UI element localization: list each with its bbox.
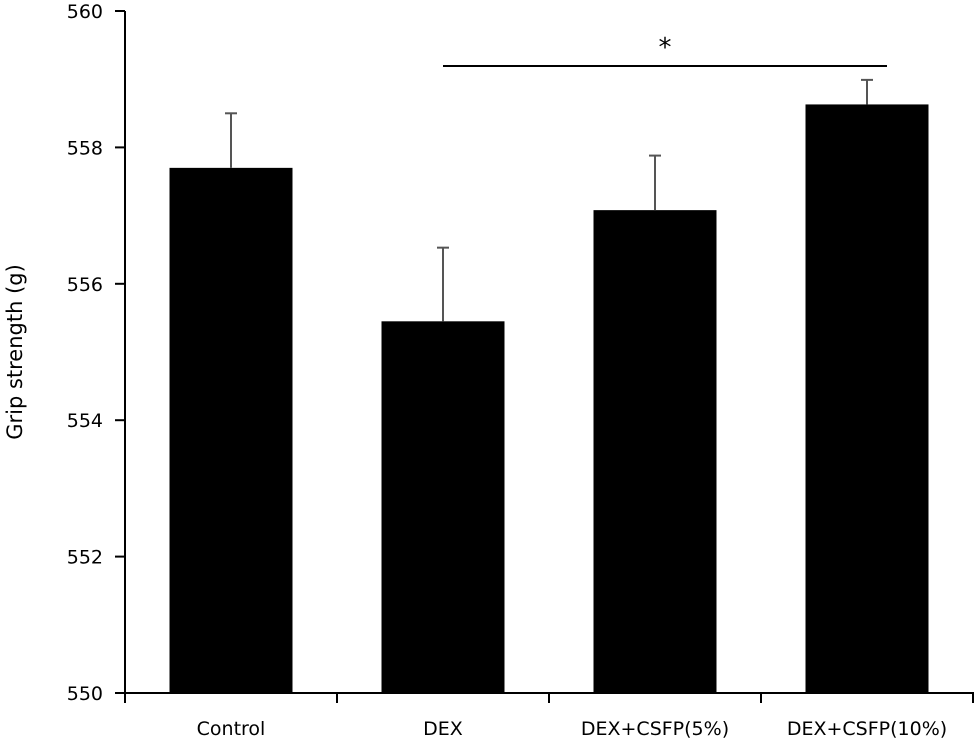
y-tick-label: 554 <box>67 410 103 432</box>
y-axis-label: Grip strength (g) <box>3 264 27 440</box>
x-tick-label: Control <box>197 718 266 740</box>
y-tick-label: 556 <box>67 274 103 296</box>
significance-asterisk: * <box>659 33 672 63</box>
bar <box>805 104 929 693</box>
x-tick-label: DEX+CSFP(10%) <box>787 718 947 740</box>
bar <box>593 210 717 694</box>
x-tick-label: DEX <box>423 718 463 740</box>
y-tick-label: 552 <box>67 547 103 569</box>
y-tick-label: 560 <box>67 1 103 23</box>
bar <box>381 321 505 693</box>
y-tick-label: 558 <box>67 137 103 159</box>
x-tick-label: DEX+CSFP(5%) <box>581 718 729 740</box>
bar <box>169 167 293 694</box>
y-tick-label: 550 <box>67 683 103 705</box>
